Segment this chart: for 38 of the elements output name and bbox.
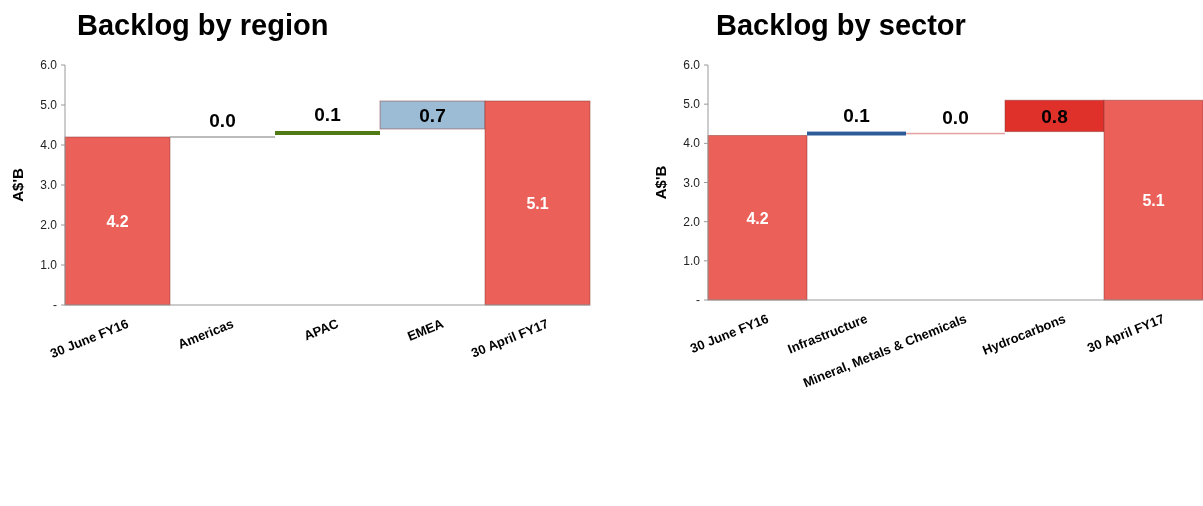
data-label: 0.1 <box>314 104 342 125</box>
x-tick-label: 30 April FY17 <box>1085 310 1167 356</box>
bar <box>707 135 808 301</box>
y-tick-label: 1.0 <box>40 258 58 272</box>
y-tick-label: 5.0 <box>683 97 701 112</box>
y-tick-label: 1.0 <box>683 253 701 268</box>
data-label: 0.0 <box>209 110 236 131</box>
data-label: 0.8 <box>1041 105 1068 127</box>
chart-title: Backlog by region <box>77 9 329 41</box>
data-label: 0.1 <box>843 104 871 126</box>
x-tick-label: APAC <box>301 315 342 344</box>
y-tick-label: 3.0 <box>683 175 701 190</box>
y-tick-label: 2.0 <box>40 218 58 232</box>
y-axis-title: A$'B <box>9 168 26 202</box>
data-label: 0.7 <box>419 105 446 126</box>
y-tick-label: 3.0 <box>40 178 58 192</box>
data-label: 4.2 <box>106 213 129 230</box>
bar <box>64 136 171 306</box>
bar <box>275 131 380 135</box>
bar <box>807 131 906 136</box>
x-tick-label: 30 April FY17 <box>469 315 551 361</box>
data-label: 5.1 <box>526 195 549 212</box>
y-tick-label: 4.0 <box>683 136 701 151</box>
data-label: 0.0 <box>942 106 969 128</box>
data-label: 4.2 <box>746 209 769 227</box>
y-tick-label: - <box>696 293 700 307</box>
x-tick-label: 30 June FY16 <box>687 310 771 356</box>
x-tick-label: 30 June FY16 <box>47 315 131 361</box>
x-tick-label: EMEA <box>405 315 447 344</box>
y-axis-title: A$'B <box>652 165 669 200</box>
y-tick-label: - <box>53 298 57 312</box>
y-tick-label: 4.0 <box>40 138 58 152</box>
y-tick-label: 6.0 <box>683 58 701 72</box>
y-tick-label: 6.0 <box>40 58 58 72</box>
y-tick-label: 5.0 <box>40 98 58 112</box>
data-label: 5.1 <box>1142 192 1165 210</box>
chart-title: Backlog by sector <box>716 9 966 41</box>
y-tick-label: 2.0 <box>683 214 701 229</box>
